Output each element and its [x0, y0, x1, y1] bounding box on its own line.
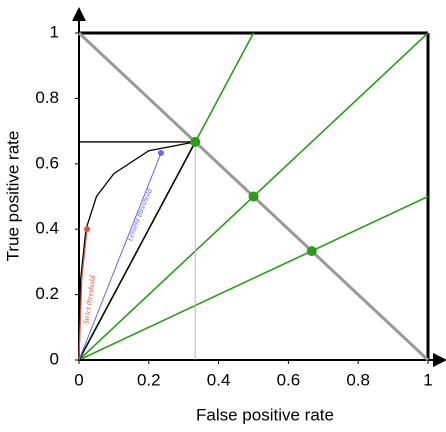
x-tick-label: 0.6 — [277, 370, 301, 389]
line — [78, 229, 88, 361]
y-tick-label: 0.8 — [35, 88, 59, 107]
line — [78, 152, 162, 361]
x-tick-label: 0.2 — [137, 370, 161, 389]
annotation: Strict threshold — [81, 274, 97, 325]
line — [78, 195, 429, 361]
y-tick-label: 0 — [50, 349, 59, 368]
x-tick-label: 0.4 — [207, 370, 231, 389]
x-tick-label: 1 — [423, 370, 432, 389]
line — [78, 141, 196, 361]
line — [78, 141, 196, 361]
point — [306, 246, 317, 257]
y-axis-label: True positive rate — [3, 131, 22, 262]
y-tick-label: 0.6 — [35, 153, 59, 172]
point — [190, 136, 201, 147]
point — [84, 226, 91, 233]
annotation: Lenient threshold — [124, 186, 154, 243]
y-tick-label: 0.2 — [35, 284, 59, 303]
x-tick-label: 0.8 — [346, 370, 370, 389]
x-tick-label: 0 — [74, 370, 83, 389]
x-axis-label: False positive rate — [196, 405, 334, 424]
y-tick-label: 0.4 — [35, 219, 59, 238]
point — [158, 150, 165, 157]
point — [248, 191, 259, 202]
y-tick-label: 1 — [50, 22, 59, 41]
